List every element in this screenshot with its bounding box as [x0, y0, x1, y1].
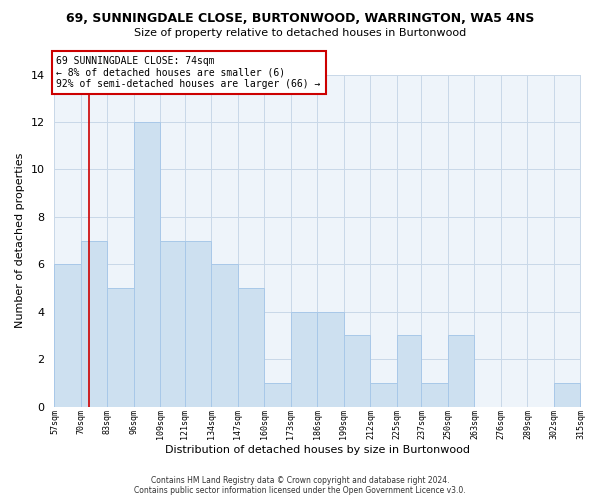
Text: 69 SUNNINGDALE CLOSE: 74sqm
← 8% of detached houses are smaller (6)
92% of semi-: 69 SUNNINGDALE CLOSE: 74sqm ← 8% of deta… — [56, 56, 321, 88]
X-axis label: Distribution of detached houses by size in Burtonwood: Distribution of detached houses by size … — [165, 445, 470, 455]
Bar — [397, 336, 421, 406]
Bar — [448, 336, 475, 406]
Bar — [291, 312, 317, 406]
Bar — [107, 288, 134, 406]
Bar — [238, 288, 265, 406]
Bar — [81, 240, 107, 406]
Bar — [317, 312, 344, 406]
Bar — [55, 264, 81, 406]
Bar — [370, 383, 397, 406]
Bar — [185, 240, 211, 406]
Bar — [160, 240, 185, 406]
Y-axis label: Number of detached properties: Number of detached properties — [15, 153, 25, 328]
Bar — [211, 264, 238, 406]
Bar — [265, 383, 291, 406]
Text: 69, SUNNINGDALE CLOSE, BURTONWOOD, WARRINGTON, WA5 4NS: 69, SUNNINGDALE CLOSE, BURTONWOOD, WARRI… — [66, 12, 534, 26]
Bar — [421, 383, 448, 406]
Text: Size of property relative to detached houses in Burtonwood: Size of property relative to detached ho… — [134, 28, 466, 38]
Bar — [344, 336, 370, 406]
Bar — [554, 383, 580, 406]
Text: Contains HM Land Registry data © Crown copyright and database right 2024.
Contai: Contains HM Land Registry data © Crown c… — [134, 476, 466, 495]
Bar — [134, 122, 160, 406]
